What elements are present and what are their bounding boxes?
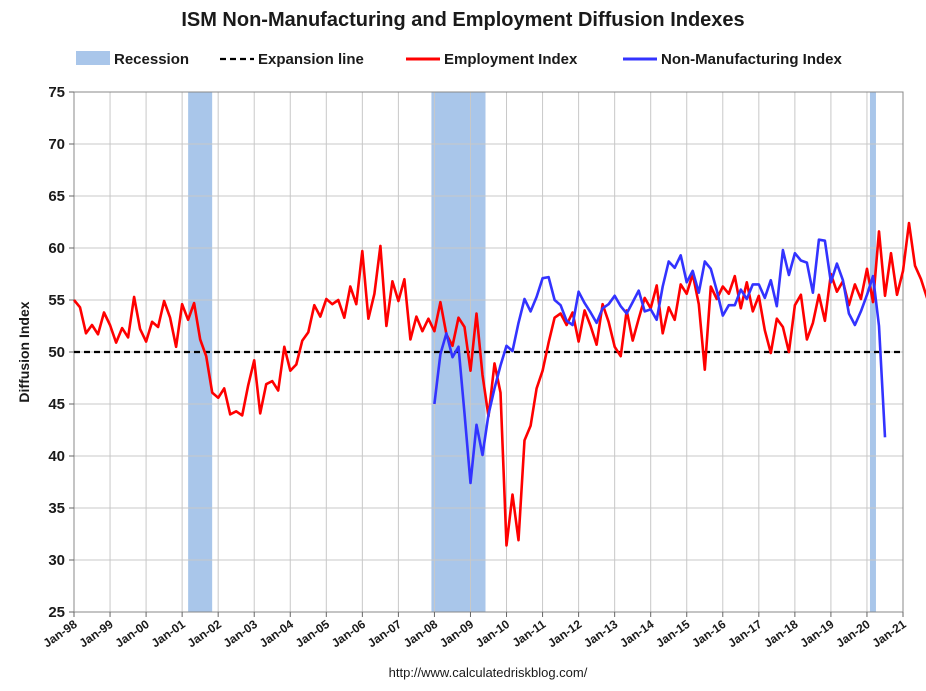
gridlines <box>73 91 904 613</box>
x-tick-label: Jan-01 <box>149 617 188 650</box>
x-tick-label: Jan-16 <box>689 617 728 650</box>
legend: Recession Expansion line Employment Index N… <box>76 51 842 68</box>
x-tick-label: Jan-03 <box>221 617 260 650</box>
x-tick-label: Jan-98 <box>41 617 80 650</box>
series-line-employment-index <box>72 221 926 547</box>
x-tick-label: Jan-02 <box>185 617 224 650</box>
chart-title: ISM Non-Manufacturing and Employment Dif… <box>181 9 744 31</box>
y-tick-label: 45 <box>48 396 65 413</box>
x-tick-label: Jan-11 <box>510 617 549 650</box>
source-note: http://www.calculatedriskblog.com/ <box>389 665 588 680</box>
y-tick-label: 70 <box>48 136 65 153</box>
x-tick-label: Jan-00 <box>113 617 152 650</box>
x-tick-label: Jan-09 <box>437 617 476 650</box>
x-tick-label: Jan-12 <box>545 617 584 650</box>
legend-label: Employment Index <box>444 51 578 68</box>
x-tick-label: Jan-19 <box>797 617 836 650</box>
data-series <box>72 221 926 547</box>
legend-label: Non-Manufacturing Index <box>661 51 842 68</box>
x-tick-label: Jan-20 <box>833 617 872 650</box>
y-tick-label: 60 <box>48 240 65 257</box>
x-tick-label: Jan-17 <box>725 617 764 650</box>
x-tick-label: Jan-06 <box>329 617 368 650</box>
x-tick-label: Jan-15 <box>653 617 692 650</box>
x-tick-label: Jan-07 <box>365 617 404 650</box>
legend-label: Recession <box>114 51 189 68</box>
y-tick-label: 65 <box>48 188 65 205</box>
legend-swatch-recession <box>76 51 110 65</box>
y-tick-label: 75 <box>48 84 65 101</box>
y-tick-label: 35 <box>48 500 65 517</box>
legend-label: Expansion line <box>258 51 364 68</box>
x-tick-label: Jan-08 <box>401 617 440 650</box>
x-tick-label: Jan-18 <box>761 617 800 650</box>
y-tick-label: 55 <box>48 292 65 309</box>
x-tick-label: Jan-13 <box>581 617 620 650</box>
y-tick-label: 30 <box>48 552 65 569</box>
x-tick-label: Jan-14 <box>617 617 656 650</box>
y-axis-ticks: 25 30 35 40 45 50 55 60 65 70 75 <box>48 84 74 621</box>
y-tick-label: 40 <box>48 448 65 465</box>
x-tick-label: Jan-99 <box>77 617 116 650</box>
y-axis-label: Diffusion Index <box>16 301 32 402</box>
x-tick-label: Jan-05 <box>293 617 332 650</box>
x-tick-label: Jan-04 <box>257 617 296 650</box>
x-tick-label: Jan-21 <box>870 617 909 650</box>
y-tick-label: 50 <box>48 344 65 361</box>
y-tick-label: 25 <box>48 604 65 621</box>
x-tick-label: Jan-10 <box>473 617 512 650</box>
series-line-non-manufacturing-index <box>433 238 887 485</box>
x-axis-ticks: Jan-98Jan-99Jan-00Jan-01Jan-02Jan-03Jan-… <box>41 612 909 650</box>
